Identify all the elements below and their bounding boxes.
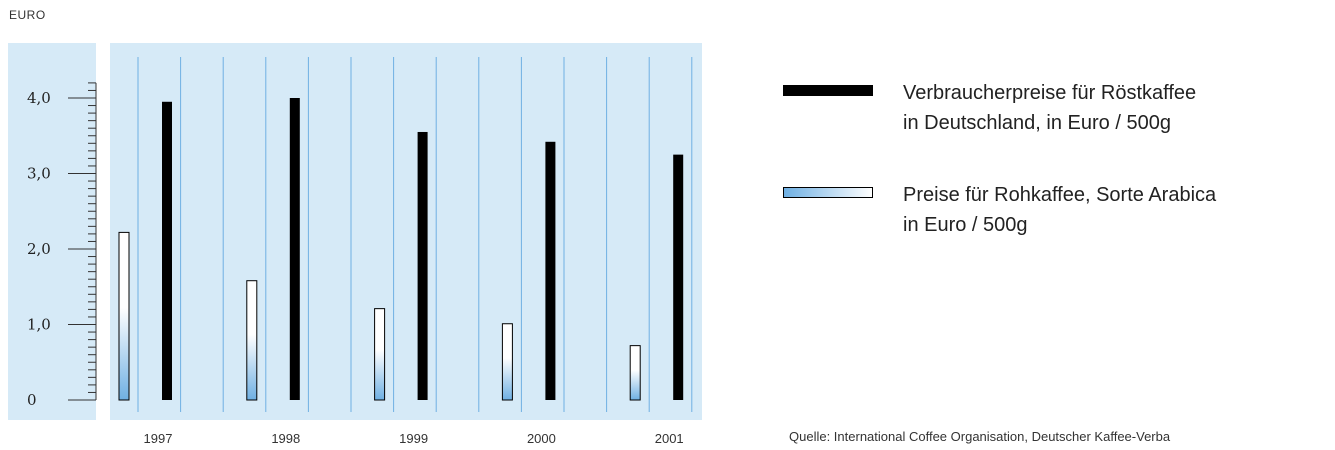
x-category-label: 1999	[399, 431, 428, 446]
x-category-label: 1998	[271, 431, 300, 446]
y-axis-panel	[8, 43, 96, 420]
x-category-label: 2001	[655, 431, 684, 446]
bar-rohkaffee	[374, 308, 386, 401]
legend-label-rohkaffee: Preise für Rohkaffee, Sorte Arabica in E…	[903, 184, 1217, 236]
y-tick-label: 2,0	[27, 240, 51, 258]
source-note: Quelle: International Coffee Organisatio…	[789, 429, 1171, 444]
bar-rohkaffee	[118, 231, 130, 401]
y-tick-label: 4,0	[27, 89, 51, 107]
x-category-label: 1997	[144, 431, 173, 446]
legend-label-roestkaffee: Verbraucherpreise für Röstkaffee in Deut…	[903, 82, 1197, 134]
legend-swatch-rohkaffee	[783, 187, 873, 198]
bar-rohkaffee	[246, 280, 258, 401]
bar-roestkaffee	[417, 131, 428, 400]
bar-rohkaffee	[501, 323, 513, 401]
legend-swatch-roestkaffee	[783, 85, 873, 96]
legend-item-rohkaffee: Preise für Rohkaffee, Sorte Arabica in E…	[783, 180, 1335, 240]
y-tick-label: 1,0	[27, 316, 51, 334]
bar-chart: EURO 0 1,0 2,0 3,0 4,0 1997 1998 1999 2000 2001	[8, 8, 702, 446]
legend-item-roestkaffee: Verbraucherpreise für Röstkaffee in Deut…	[783, 78, 1335, 138]
y-tick-label: 3,0	[27, 165, 51, 183]
y-axis-unit-label: EURO	[9, 8, 46, 22]
bar-roestkaffee	[289, 98, 300, 400]
bar-roestkaffee	[545, 141, 556, 401]
plot-panel	[110, 43, 702, 420]
y-tick-label: 0	[27, 391, 37, 409]
bar-roestkaffee	[673, 154, 684, 400]
bar-rohkaffee	[629, 345, 641, 401]
bar-roestkaffee	[162, 101, 172, 401]
legend: Verbraucherpreise für Röstkaffee in Deut…	[783, 78, 1335, 282]
x-category-label: 2000	[527, 431, 556, 446]
